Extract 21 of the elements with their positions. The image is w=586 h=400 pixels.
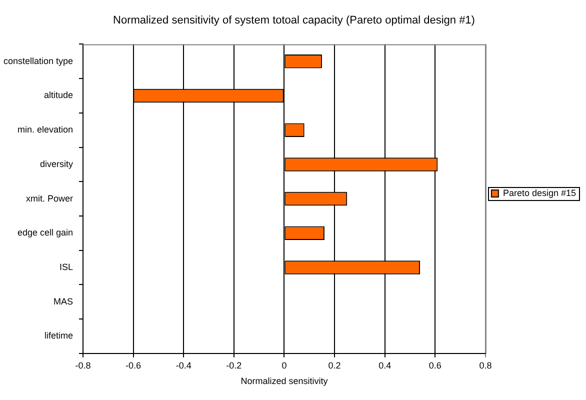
x-tick-label: 0.4 xyxy=(378,360,392,370)
y-tick-label: altitude xyxy=(44,90,73,100)
x-tick-label: -0.4 xyxy=(176,360,192,370)
y-tick-label: xmit. Power xyxy=(26,193,73,204)
y-tick-label: edge cell gain xyxy=(17,228,73,238)
x-tick-label: -0.8 xyxy=(75,360,91,370)
y-tick-label: min. elevation xyxy=(17,124,73,135)
y-tick-label: lifetime xyxy=(44,330,73,341)
x-axis-title: Normalized sensitivity xyxy=(240,376,328,386)
x-tick-label: 0.8 xyxy=(479,360,492,370)
y-tick-label: constellation type xyxy=(3,56,73,66)
x-tick-label: 0.2 xyxy=(328,360,341,370)
chart-title: Normalized sensitivity of system totoal capacity (Pareto optimal design #1) xyxy=(113,14,475,27)
y-tick-label: ISL xyxy=(59,262,73,272)
legend-label: Pareto design #15 xyxy=(502,188,576,198)
x-tick-label: 0 xyxy=(282,360,287,370)
x-tick-label: -0.2 xyxy=(226,360,242,370)
x-tick-label: 0.6 xyxy=(428,360,442,370)
x-tick-label: -0.6 xyxy=(126,360,142,370)
y-tick-label: MAS xyxy=(53,296,73,306)
y-tick-label: diversity xyxy=(40,158,74,169)
